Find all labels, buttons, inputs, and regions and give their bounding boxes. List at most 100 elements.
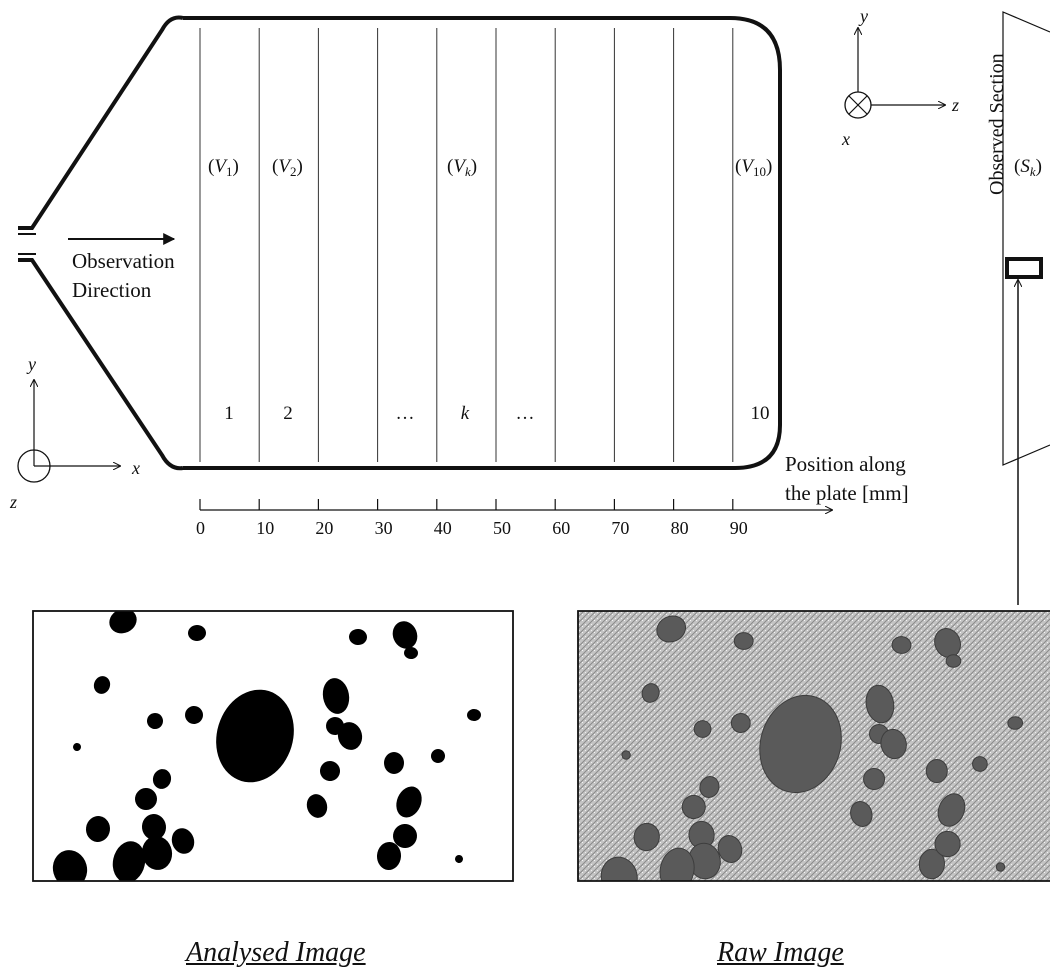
particle (467, 708, 481, 722)
raw-particle (1007, 716, 1024, 730)
raw-particle (600, 856, 638, 881)
raw-particle (937, 793, 966, 827)
raw-particle (730, 713, 751, 733)
segment-index-k: k (461, 403, 470, 424)
particle (73, 743, 81, 751)
observation-label-line1: Observation (72, 249, 175, 273)
particle (393, 824, 417, 848)
particle (376, 842, 402, 870)
raw-particle (759, 694, 842, 794)
raw-particle (681, 794, 706, 820)
out-of-page-icon (17, 449, 51, 483)
raw-image-frame (577, 610, 1050, 882)
raw-particles (600, 615, 1024, 909)
raw-particle (733, 632, 754, 650)
axes-top: y z x (841, 6, 959, 149)
particle (85, 816, 111, 842)
scale-tick-label: 60 (552, 518, 570, 538)
analysed-image-frame (32, 610, 514, 882)
particle (185, 706, 203, 724)
segment-index-1: 1 (224, 403, 234, 424)
axis-top-x-label: x (841, 129, 850, 149)
raw-particle (972, 756, 988, 772)
raw-particle (890, 886, 914, 909)
volume-label-vk: (Vk) (447, 156, 477, 179)
volume-label-v1: (V1) (208, 156, 239, 179)
particle (141, 836, 173, 870)
sample-window (1005, 257, 1043, 279)
axis-top-z-label: z (951, 95, 959, 115)
observation-direction: Observation Direction (68, 233, 176, 302)
particle (455, 855, 463, 863)
segment-lines (199, 28, 734, 462)
raw-image-caption: Raw Image (717, 937, 844, 968)
particle (392, 621, 418, 649)
particle (188, 624, 206, 642)
raw-particle (693, 720, 712, 738)
particle (171, 828, 195, 854)
raw-particle (934, 830, 961, 858)
particle (349, 628, 367, 646)
analysed-image-panel (32, 610, 514, 882)
observed-section: Observed Section (Sk) (986, 11, 1050, 605)
position-label-line2: the plate [mm] (785, 481, 909, 505)
segment-index-10: 10 (751, 403, 770, 424)
raw-particle (945, 654, 962, 668)
scale-tick-label: 50 (493, 518, 511, 538)
position-scale: 0 10 20 30 40 50 60 70 80 90 Position along the p… (196, 452, 909, 538)
observation-label-line2: Direction (72, 278, 152, 302)
raw-image-panel (577, 610, 1050, 909)
particle (404, 646, 418, 660)
particle (322, 678, 350, 714)
particle (384, 752, 404, 774)
section-sk-label: (Sk) (1014, 156, 1042, 179)
segment-index-ellipsis-2: … (516, 403, 535, 424)
raw-particle (621, 750, 631, 760)
analysed-image-caption: Analysed Image (186, 937, 366, 968)
segment-index-ellipsis-1: … (396, 403, 415, 424)
particle (431, 749, 445, 763)
axis-left-x-label: x (131, 458, 140, 478)
axes-left: y x z (9, 354, 140, 512)
section-plane (1002, 11, 1050, 466)
scale-tick-label: 80 (671, 518, 689, 538)
particle (320, 761, 340, 781)
particle (135, 788, 157, 810)
raw-particle (850, 801, 873, 827)
axis-left-y-label: y (26, 354, 36, 374)
particle (147, 713, 163, 729)
scale-ticks: 0 10 20 30 40 50 60 70 80 90 (196, 499, 748, 538)
axis-top-y-label: y (858, 6, 868, 26)
volume-labels: (V1) (V2) (Vk) (V10) (208, 156, 772, 179)
particle (396, 786, 422, 818)
raw-particle (865, 684, 895, 724)
particle (112, 841, 146, 881)
scale-tick-label: 10 (256, 518, 274, 538)
raw-particle (995, 862, 1006, 872)
scale-tick-label: 70 (611, 518, 629, 538)
volume-label-v10: (V10) (735, 156, 772, 179)
scale-tick-label: 90 (730, 518, 748, 538)
particle (306, 794, 328, 818)
raw-particle (925, 758, 948, 784)
raw-particle (863, 768, 886, 790)
raw-particle (633, 822, 660, 852)
analysed-particles (52, 611, 481, 881)
axis-left-z-label: z (9, 492, 17, 512)
raw-particle (891, 636, 912, 654)
plate-outline (18, 15, 782, 471)
segment-index-labels: 1 2 … k … 10 (224, 403, 769, 424)
particle (152, 769, 172, 789)
particle (93, 676, 111, 694)
raw-particle (656, 615, 687, 643)
raw-particle (717, 835, 743, 863)
scale-tick-label: 20 (315, 518, 333, 538)
observed-section-label: Observed Section (986, 53, 1008, 195)
particle (337, 722, 363, 750)
raw-particle (880, 728, 907, 760)
scale-tick-label: 0 (196, 518, 205, 538)
particle (52, 850, 88, 881)
volume-label-v2: (V2) (272, 156, 303, 179)
scale-tick-label: 30 (375, 518, 393, 538)
